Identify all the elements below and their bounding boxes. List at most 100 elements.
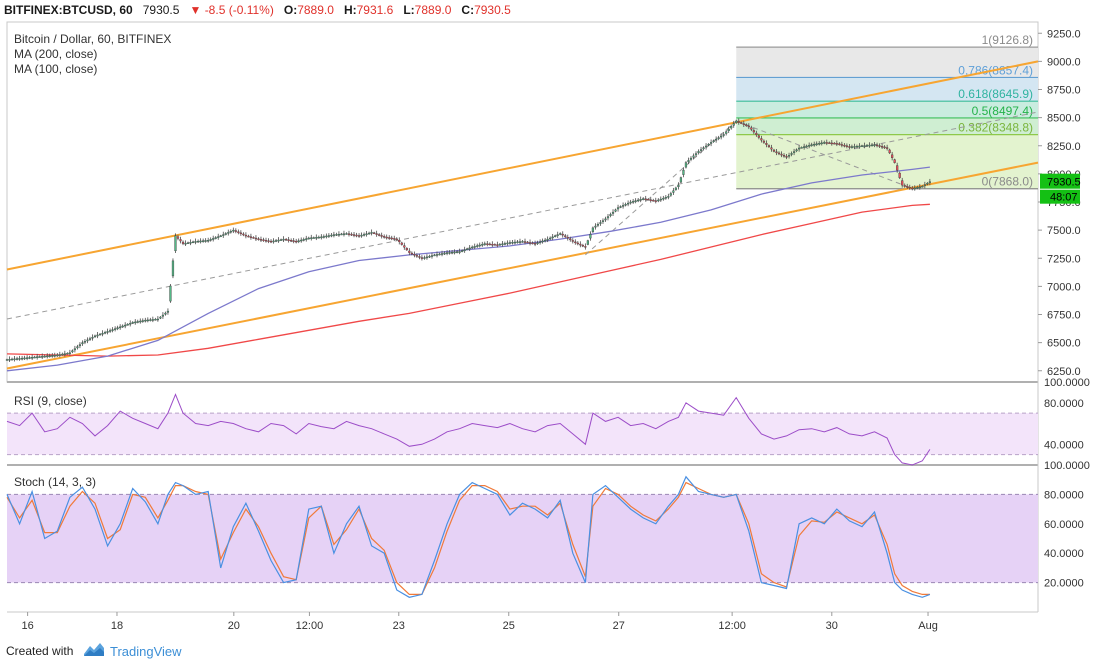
candle-body [672, 190, 675, 193]
candle-body [840, 144, 843, 146]
candle-body [254, 237, 258, 240]
candle-body [632, 201, 635, 203]
ma200-legend: MA (200, close) [14, 47, 97, 61]
candle-body [46, 355, 49, 358]
candle-body [649, 199, 652, 201]
tradingview-logo-icon[interactable] [82, 640, 106, 660]
candle-body [425, 256, 429, 259]
candle-body [36, 356, 39, 358]
candle-body [368, 232, 371, 235]
stoch-tick-label: 20.0000 [1044, 578, 1084, 590]
candle-body [310, 237, 313, 239]
rsi-tick-label: 40.0000 [1044, 439, 1084, 451]
candle-body [134, 321, 137, 324]
candle-body [682, 169, 685, 175]
fibonacci-retracement[interactable]: 1(9126.8)0.786(8857.4)0.618(8645.9)0.5(8… [736, 33, 1038, 190]
candle-body [566, 237, 569, 239]
candle-body [242, 233, 245, 236]
candle-body [398, 240, 401, 243]
chart-canvas[interactable]: Bitcoin / Dollar, 60, BITFINEX MA (200, … [0, 0, 1100, 637]
candle-body [312, 237, 315, 239]
fib-level-label-0.382: 0.382(8348.8) [958, 121, 1033, 135]
candle-body [249, 236, 253, 238]
candle-body [722, 134, 725, 136]
price-axis[interactable]: 9250.09000.08750.08500.08250.08000.07750… [1038, 28, 1081, 378]
symbol-name[interactable]: BITFINEX:BTCUSD, 60 [4, 3, 133, 17]
candle-body [684, 162, 688, 168]
candle-body [262, 239, 265, 241]
candle-body [888, 149, 891, 154]
candle-body [330, 234, 333, 237]
candle-body [111, 329, 114, 331]
price-tick-label: 8250.0 [1047, 141, 1081, 153]
ma100-line [6, 166, 930, 372]
fib-trend-line [736, 120, 913, 189]
candle-body [5, 359, 9, 361]
candle-body [31, 357, 34, 359]
candle-body [750, 127, 753, 130]
candle-body [689, 157, 693, 160]
candle-body [438, 253, 441, 256]
candle-body [830, 142, 833, 145]
candle-body [43, 355, 46, 358]
candle-body [244, 234, 247, 237]
ma200-line [6, 203, 930, 357]
candle-body [486, 243, 489, 245]
candle-body [596, 224, 600, 226]
candle-body [584, 246, 587, 248]
candle-body [73, 348, 77, 351]
rsi-label: RSI (9, close) [14, 394, 87, 408]
candle-body [642, 198, 645, 200]
candle-body [717, 137, 720, 139]
candle-body [699, 149, 703, 151]
candle-body [420, 257, 424, 259]
candle-body [629, 201, 632, 204]
created-with-label: Created with [6, 644, 74, 658]
time-tick-label: Aug [918, 620, 938, 632]
price-tick-label: 6500.0 [1047, 338, 1081, 350]
candle-body [760, 138, 763, 141]
candle-body [292, 240, 295, 242]
candle-body [712, 140, 715, 143]
candle-body [68, 352, 71, 354]
candle-body [707, 143, 710, 146]
candle-body [896, 165, 899, 171]
candle-body [433, 254, 436, 257]
last-price: 7930.5 [142, 3, 180, 17]
candle-body [362, 234, 366, 236]
candle-body [403, 245, 406, 248]
candle-body [818, 143, 821, 145]
candle-body [501, 243, 504, 246]
candle-body [96, 334, 99, 337]
time-axis[interactable]: 16 18 20 12:00 23 25 27 12:00 30 Aug [21, 612, 938, 632]
candle-body [415, 255, 418, 257]
candle-body [740, 122, 743, 124]
candle-body [732, 123, 735, 126]
candle-body [345, 233, 348, 235]
open-label: O: [283, 3, 298, 17]
time-tick-label: 18 [111, 620, 123, 632]
rsi-tick-label: 100.0000 [1044, 377, 1090, 389]
candle-body [18, 358, 21, 360]
candle-body [820, 142, 823, 145]
time-tick-label: 20 [228, 620, 240, 632]
candle-body [667, 196, 670, 198]
candle-body [742, 123, 745, 125]
candle-body [533, 243, 537, 245]
candle-body [564, 235, 567, 237]
candle-body [551, 236, 554, 239]
candle-body [106, 331, 109, 333]
candle-body [923, 184, 926, 186]
candle-body [20, 357, 24, 360]
candle-body [483, 243, 486, 245]
candle-body [124, 324, 127, 327]
candle-body [908, 186, 911, 189]
close-label: C: [461, 3, 475, 17]
candle-body [601, 220, 605, 222]
candle-body [388, 237, 391, 239]
tradingview-brand[interactable]: TradingView [110, 644, 182, 659]
candle-body [765, 143, 768, 145]
candle-body [762, 140, 766, 143]
candle-body [767, 145, 771, 148]
symbol-header: BITFINEX:BTCUSD, 60 7930.5 ▼ -8.5 (-0.11… [0, 0, 1100, 22]
